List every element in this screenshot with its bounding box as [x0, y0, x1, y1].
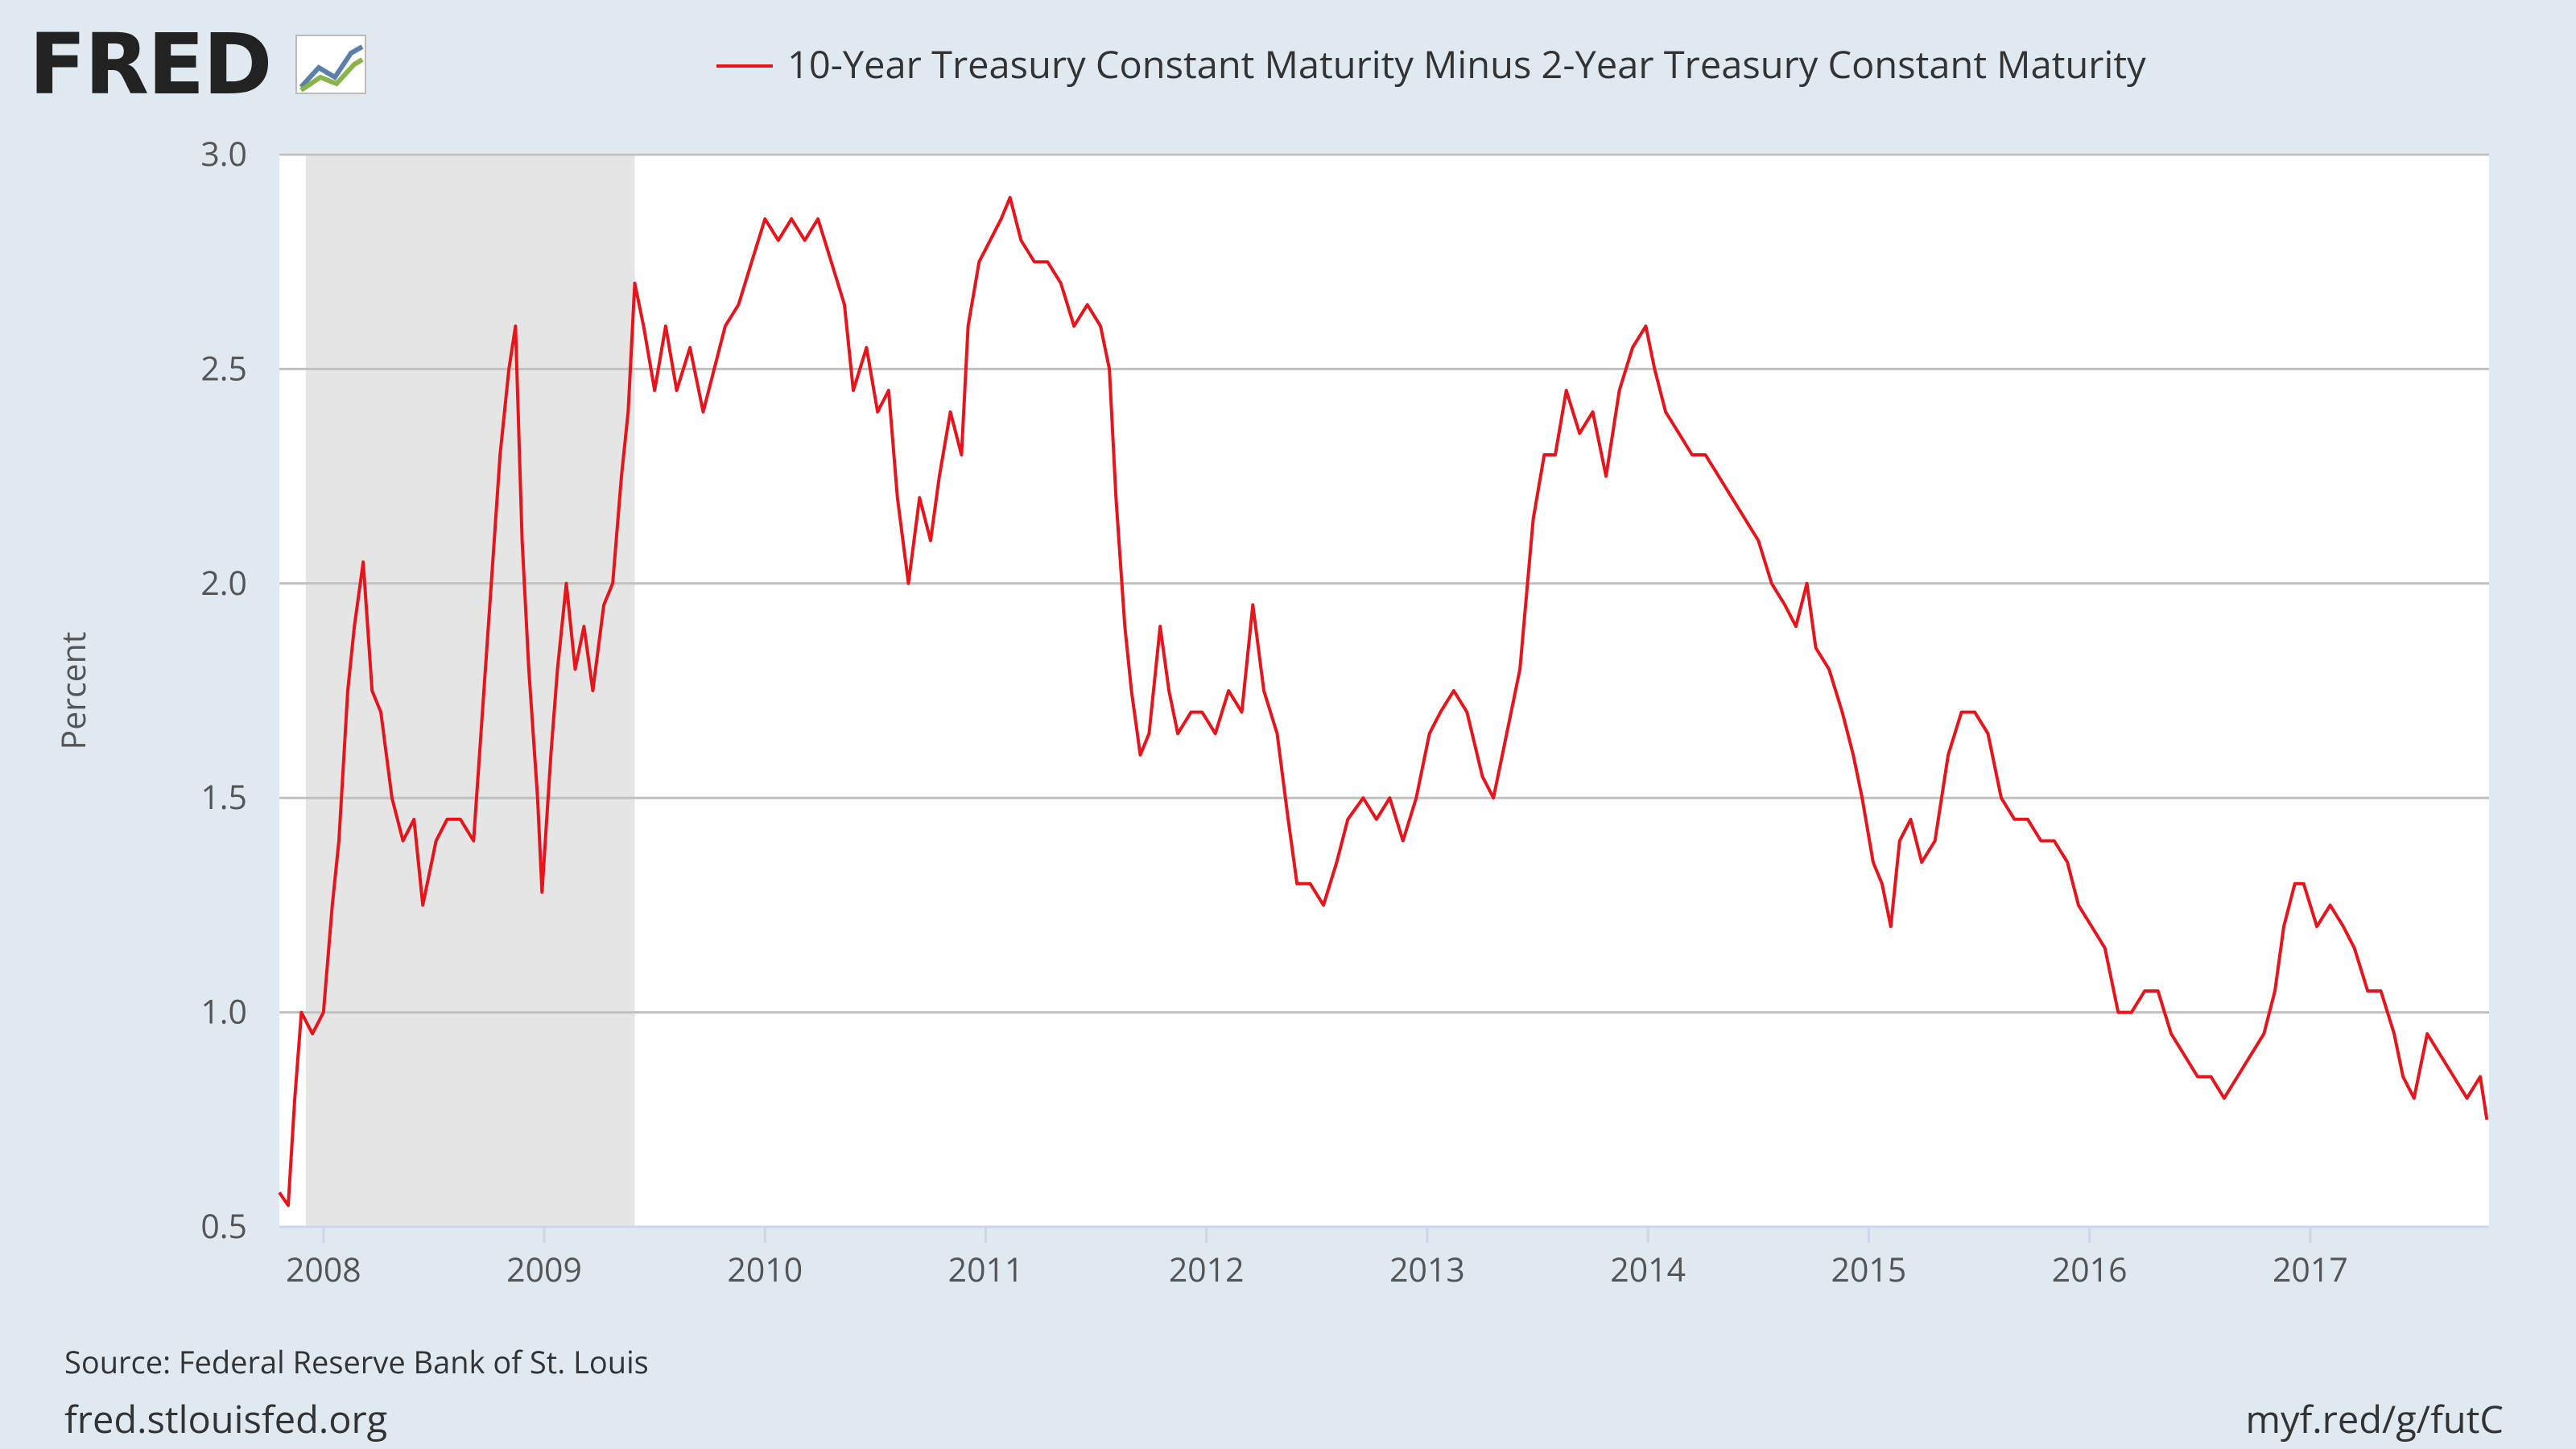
y-tick-label: 0.5 [200, 1203, 247, 1249]
logo-icon [295, 35, 366, 94]
x-tick-label: 2010 [727, 1247, 803, 1292]
site: fred.stlouisfed.org [64, 1393, 387, 1444]
series-line [278, 196, 2489, 1208]
x-tick-label: 2013 [1389, 1247, 1465, 1292]
y-tick-label: 1.5 [200, 774, 247, 819]
x-tick-label: 2009 [506, 1247, 582, 1292]
y-tick-label: 1.0 [200, 989, 247, 1034]
plot-area [279, 153, 2489, 1227]
legend-label: 10-Year Treasury Constant Maturity Minus… [787, 38, 2146, 89]
x-tick-label: 2008 [286, 1247, 361, 1292]
x-tick-label: 2017 [2273, 1247, 2348, 1292]
x-tick-label: 2016 [2052, 1247, 2128, 1292]
source: Source: Federal Reserve Bank of St. Loui… [64, 1341, 649, 1383]
x-tick-label: 2011 [948, 1247, 1024, 1292]
y-tick-label: 2.5 [200, 345, 247, 390]
recession-band [305, 155, 635, 1227]
y-tick-label: 2.0 [200, 560, 247, 605]
x-tick-label: 2012 [1169, 1247, 1245, 1292]
short-link: myf.red/g/futC [2245, 1393, 2504, 1444]
brand-logo: FRED [29, 15, 271, 114]
x-tick-label: 2014 [1610, 1247, 1686, 1292]
y-tick-label: 3.0 [200, 131, 247, 176]
y-axis-label: Percent [51, 632, 96, 750]
x-tick-label: 2015 [1831, 1247, 1907, 1292]
